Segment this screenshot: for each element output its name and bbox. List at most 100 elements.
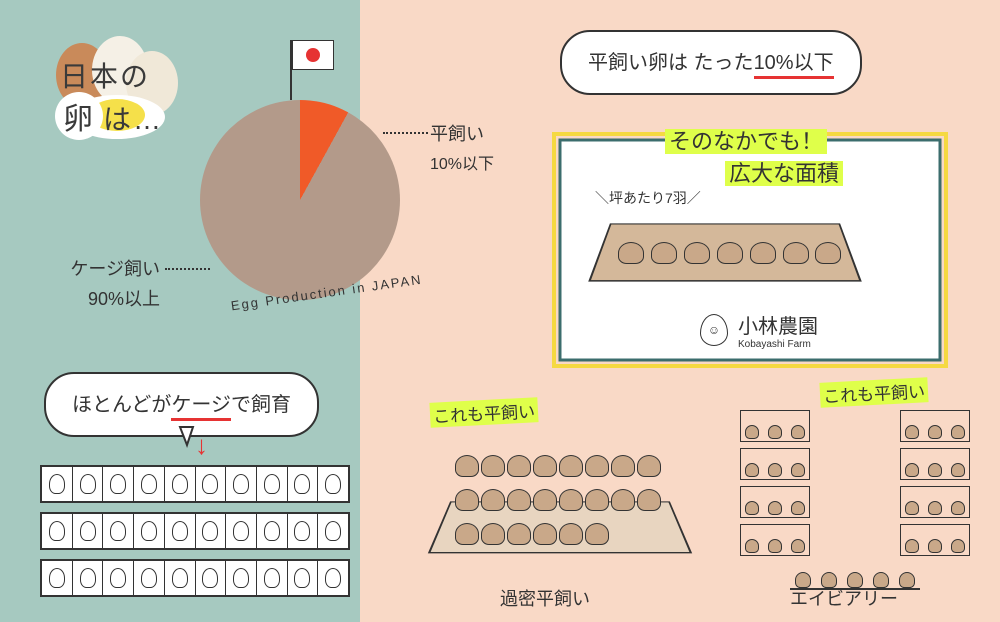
title-line2: 卵は… (55, 92, 163, 140)
chicken-icon (585, 455, 609, 477)
caged-hen-icon (172, 474, 188, 494)
chicken-icon (684, 242, 710, 264)
cage-cell (73, 467, 104, 501)
chicken-icon (745, 463, 759, 477)
caged-hen-icon (264, 568, 280, 588)
pie-label-free: 平飼い 10%以下 (430, 120, 550, 174)
caged-hen-icon (110, 568, 126, 588)
caged-hen-icon (80, 521, 96, 541)
cage-cell (318, 561, 348, 595)
farm-tsubo-label: ＼坪あたり7羽／ (595, 188, 701, 208)
chicken-icon (783, 242, 809, 264)
leader-line-free (383, 132, 428, 134)
aviary-tier (740, 410, 810, 442)
chicken-icon (768, 463, 782, 477)
cage-cell (196, 514, 227, 548)
chicken-icon (928, 425, 942, 439)
farm-chickens (615, 215, 845, 290)
caged-hen-icon (49, 521, 65, 541)
arrow-down-icon: ↓ (195, 430, 208, 461)
pie-label-cage: ケージ飼い 90%以上 (30, 255, 160, 311)
pie-label-cage-pct: 90%以上 (30, 285, 160, 311)
farm-highlight-2: 広大な面積 (725, 156, 843, 188)
chicken-icon (768, 539, 782, 553)
cage-cell (42, 561, 73, 595)
caged-hen-icon (110, 474, 126, 494)
caged-hen-icon (172, 521, 188, 541)
caged-hen-icon (294, 521, 310, 541)
aviary-left-shelves (740, 410, 810, 560)
cage-cell (103, 514, 134, 548)
cage-cell (318, 467, 348, 501)
flag-cloth (292, 40, 334, 70)
cage-cell (165, 514, 196, 548)
chicken-icon (559, 455, 583, 477)
cage-cell (318, 514, 348, 548)
caged-hen-icon (325, 568, 341, 588)
caged-hen-icon (233, 568, 249, 588)
chicken-icon (791, 463, 805, 477)
chicken-icon (815, 242, 841, 264)
chicken-icon (791, 425, 805, 439)
caged-hen-icon (294, 568, 310, 588)
kobayashi-logo-sub: Kobayashi Farm (738, 339, 818, 350)
caged-hen-icon (325, 521, 341, 541)
chicken-icon (533, 489, 557, 511)
cage-cell (73, 514, 104, 548)
caged-hen-icon (172, 568, 188, 588)
chicken-icon (481, 455, 505, 477)
cage-cell (288, 467, 319, 501)
cage-cell (42, 467, 73, 501)
chicken-icon (611, 455, 635, 477)
chicken-icon (745, 501, 759, 515)
pie-label-free-text: 平飼い (430, 124, 484, 144)
aviary-illustration (740, 400, 970, 590)
chicken-icon (585, 489, 609, 511)
japan-flag (290, 40, 292, 100)
chicken-icon (481, 489, 505, 511)
chicken-icon (951, 501, 965, 515)
caged-hen-icon (325, 474, 341, 494)
chicken-icon (481, 523, 505, 545)
caged-hen-icon (264, 474, 280, 494)
chicken-icon (637, 489, 661, 511)
chicken-icon (750, 242, 776, 264)
cage-shelf (40, 465, 350, 503)
aviary-tier (740, 486, 810, 518)
cage-cell (226, 514, 257, 548)
chicken-icon (507, 523, 531, 545)
pie-label-free-pct: 10%以下 (430, 150, 550, 174)
chicken-icon (533, 523, 557, 545)
chicken-icon (951, 539, 965, 553)
chicken-icon (905, 463, 919, 477)
pie-label-cage-text: ケージ飼い (70, 259, 160, 279)
cage-cell (165, 561, 196, 595)
caged-hen-icon (233, 521, 249, 541)
cage-cell (103, 467, 134, 501)
caged-hen-icon (141, 474, 157, 494)
cage-cell (257, 561, 288, 595)
caged-hen-icon (49, 568, 65, 588)
caged-hen-icon (233, 474, 249, 494)
pie-chart (200, 100, 400, 300)
caged-hen-icon (49, 474, 65, 494)
leader-line-cage (165, 268, 210, 270)
chicken-icon (455, 489, 479, 511)
chicken-icon (717, 242, 743, 264)
cage-cell (165, 467, 196, 501)
kobayashi-logo-main: 小林農園 (738, 310, 818, 339)
cage-cell (257, 467, 288, 501)
chicken-icon (928, 539, 942, 553)
chicken-icon (455, 523, 479, 545)
chicken-icon (768, 425, 782, 439)
flag-dot (306, 48, 320, 62)
chicken-icon (611, 489, 635, 511)
aviary-tier (740, 448, 810, 480)
caged-hen-icon (110, 521, 126, 541)
aviary-caption: エイビアリー (790, 585, 898, 611)
cage-cell (103, 561, 134, 595)
aviary-tier (900, 486, 970, 518)
speech-bubble-freerange: 平飼い卵は たった10%以下 (560, 30, 862, 95)
caged-hen-icon (141, 521, 157, 541)
cage-cell (257, 514, 288, 548)
